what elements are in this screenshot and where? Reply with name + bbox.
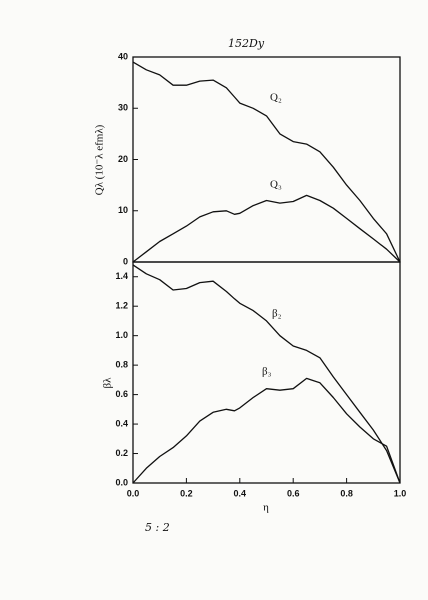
y-tick-label: 1.2: [115, 301, 128, 311]
y-tick-label: 40: [118, 51, 128, 61]
x-tick-label: 0.8: [340, 488, 353, 498]
y-tick-label: 0.2: [115, 448, 128, 458]
series-label: β₂: [272, 308, 282, 320]
series-line: [132, 377, 401, 484]
x-tick-label: 0.0: [127, 488, 140, 498]
series-label: Q₂: [270, 92, 282, 104]
x-axis-label: η: [263, 502, 269, 514]
handwritten-note: 5 : 2: [145, 521, 170, 534]
series-line: [132, 264, 401, 484]
x-tick-label: 0.6: [287, 488, 300, 498]
y-tick-label: 0.6: [115, 389, 128, 399]
y-axis-label: Qλ (10⁻λ efmλ): [94, 124, 106, 195]
y-tick-label: 0.8: [115, 360, 128, 370]
handwritten-title: 152Dy: [228, 37, 265, 50]
y-tick-label: 30: [118, 103, 128, 113]
plot-frame: [132, 261, 401, 484]
x-tick-label: 0.4: [234, 488, 247, 498]
series-label: Q₃: [270, 179, 282, 191]
series-line: [132, 194, 401, 263]
y-tick-label: 0.0: [115, 477, 128, 487]
y-axis-label: βλ: [102, 377, 114, 389]
x-tick-label: 1.0: [394, 488, 407, 498]
x-tick-label: 0.2: [180, 488, 193, 498]
y-tick-label: 20: [118, 154, 128, 164]
y-tick-label: 1.0: [115, 330, 128, 340]
y-tick-label: 10: [118, 205, 128, 215]
y-tick-label: 0: [123, 256, 128, 266]
series-label: β₃: [262, 366, 272, 378]
y-tick-label: 0.4: [115, 418, 128, 428]
plot-frame: [132, 56, 401, 263]
series-line: [132, 61, 401, 263]
y-tick-label: 1.4: [115, 271, 128, 281]
